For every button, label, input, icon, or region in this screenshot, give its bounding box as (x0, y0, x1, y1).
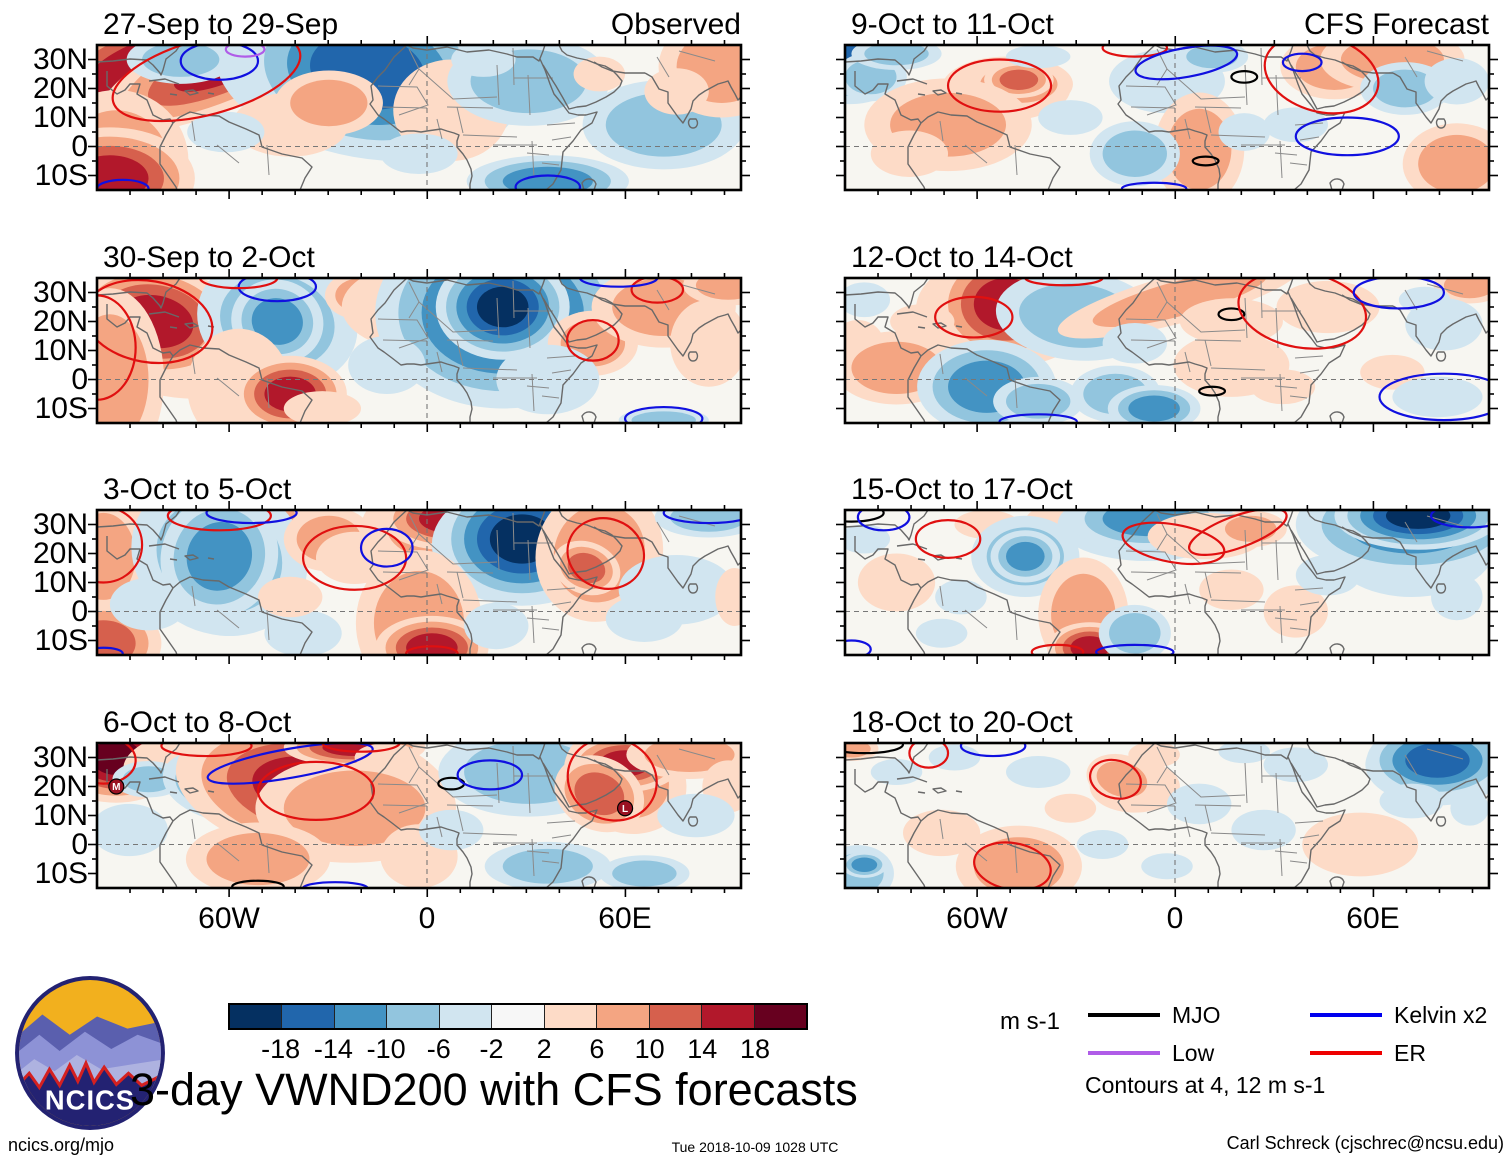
colorbar-label: -6 (426, 1034, 451, 1064)
colorbar-cell (754, 1005, 806, 1028)
y-axis-label: 10S (34, 856, 88, 890)
colorbar-cell (702, 1005, 755, 1028)
y-axis-label: 10N (32, 100, 88, 134)
colorbar-unit-label: m s-1 (1000, 1008, 1060, 1035)
storm-symbol-l: L (616, 800, 634, 817)
colorbar-cell (649, 1005, 703, 1028)
legend-label: Low (1172, 1040, 1215, 1066)
y-axis-label: 10N (32, 565, 88, 599)
colorbar-label: 6 (589, 1034, 605, 1064)
ncics-logo-icon: NCICS (15, 976, 165, 1130)
colorbar-label: -18 (261, 1034, 301, 1064)
svg-text:M: M (112, 782, 120, 793)
panel-title: 12-Oct to 14-Oct (851, 241, 1073, 274)
panel-title: 30-Sep to 2-Oct (103, 241, 315, 274)
ncics-logo-text: NCICS (45, 1085, 135, 1116)
colorbar-cell (597, 1005, 650, 1028)
colorbar-label: -14 (313, 1034, 353, 1064)
ncics-logo: NCICS (14, 976, 166, 1130)
legend-label: Kelvin x2 (1394, 1002, 1488, 1028)
colorbar (228, 1003, 808, 1030)
map-plot (836, 36, 1498, 199)
svg-text:L: L (622, 804, 628, 815)
y-axis-label: 30N (32, 507, 88, 541)
colorbar-label: -2 (479, 1034, 504, 1064)
colorbar-label: 2 (536, 1034, 552, 1064)
figure-title: 3-day VWND200 with CFS forecasts (130, 1064, 858, 1115)
y-axis-label: 20N (32, 304, 88, 338)
legend-line-sample (1310, 1013, 1382, 1017)
y-axis-label: 10S (34, 391, 88, 425)
y-axis-label: 20N (32, 536, 88, 570)
y-axis-label: 10S (34, 623, 88, 657)
legend-label: ER (1394, 1040, 1426, 1066)
column-annotation: CFS Forecast (1303, 8, 1489, 41)
panel-title: 15-Oct to 17-Oct (851, 473, 1073, 506)
y-axis-label: 30N (32, 275, 88, 309)
colorbar-label: 10 (634, 1034, 665, 1064)
x-axis-label: 60W (198, 902, 260, 935)
colorbar-label: 18 (739, 1034, 771, 1064)
panel-title: 9-Oct to 11-Oct (851, 8, 1054, 41)
y-axis-label: 0 (71, 594, 88, 628)
colorbar-cell (544, 1005, 598, 1028)
y-axis-label: 20N (32, 769, 88, 803)
panel-title: 3-Oct to 5-Oct (103, 473, 292, 506)
y-axis-label: 10N (32, 333, 88, 367)
map-plot (88, 269, 750, 432)
y-axis-label: 10N (32, 798, 88, 832)
map-plot (836, 734, 1498, 897)
colorbar-label: 14 (687, 1034, 718, 1064)
x-axis-label: 60W (946, 902, 1008, 935)
map-plot (88, 36, 750, 199)
panel-title: 27-Sep to 29-Sep (103, 8, 339, 41)
y-axis-label: 30N (32, 740, 88, 774)
map-plot: ML (88, 734, 750, 897)
map-plot (836, 501, 1498, 664)
y-axis-label: 10S (34, 158, 88, 192)
colorbar-cell (230, 1005, 283, 1028)
legend-note: Contours at 4, 12 m s-1 (1085, 1072, 1326, 1098)
x-axis-label: 0 (1166, 902, 1184, 935)
map-plot (88, 501, 750, 664)
legend-label: MJO (1172, 1002, 1221, 1028)
panel-title: 18-Oct to 20-Oct (851, 706, 1073, 739)
legend-line-sample (1088, 1013, 1160, 1017)
footer-timestamp: Tue 2018-10-09 1028 UTC (671, 1139, 839, 1155)
legend-line-sample (1088, 1051, 1160, 1055)
y-axis-label: 30N (32, 42, 88, 76)
colorbar-cell (334, 1005, 388, 1028)
colorbar-cell (282, 1005, 335, 1028)
y-axis-label: 0 (71, 129, 88, 163)
x-axis-label: 60E (1346, 902, 1400, 935)
footer-author: Carl Schreck (cjschrec@ncsu.edu) (1226, 1133, 1504, 1153)
map-plot (836, 269, 1498, 432)
colorbar-label: -10 (366, 1034, 406, 1064)
x-axis-label: 0 (418, 902, 436, 935)
column-annotation: Observed (610, 8, 741, 41)
storm-symbol-m: M (108, 778, 125, 795)
panel-title: 6-Oct to 8-Oct (103, 706, 292, 739)
y-axis-label: 0 (71, 827, 88, 861)
x-axis-label: 60E (598, 902, 652, 935)
colorbar-cell (387, 1005, 440, 1028)
y-axis-label: 0 (71, 362, 88, 396)
colorbar-cell (492, 1005, 545, 1028)
legend-line-sample (1310, 1051, 1382, 1055)
footer-url: ncics.org/mjo (8, 1135, 115, 1155)
y-axis-label: 20N (32, 71, 88, 105)
colorbar-cell (439, 1005, 493, 1028)
